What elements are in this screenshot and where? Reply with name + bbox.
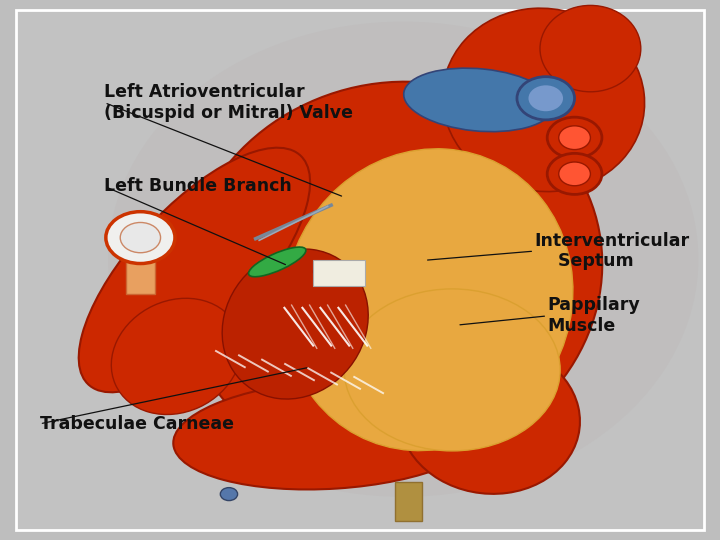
Text: Left Atrioventricular
(Bicuspid or Mitral) Valve: Left Atrioventricular (Bicuspid or Mitra… [104, 83, 354, 122]
Ellipse shape [400, 343, 580, 494]
Ellipse shape [174, 380, 489, 489]
Ellipse shape [108, 22, 698, 497]
Circle shape [220, 488, 238, 501]
Circle shape [528, 85, 563, 111]
Ellipse shape [344, 289, 560, 451]
FancyBboxPatch shape [313, 260, 365, 286]
Circle shape [547, 153, 602, 194]
Ellipse shape [112, 298, 241, 415]
Ellipse shape [284, 149, 573, 450]
Bar [126, 238, 155, 294]
Circle shape [106, 212, 175, 264]
Ellipse shape [443, 8, 644, 192]
Circle shape [559, 126, 590, 150]
Text: Left Bundle Branch: Left Bundle Branch [104, 177, 292, 195]
Ellipse shape [404, 68, 554, 132]
Circle shape [313, 266, 328, 277]
Ellipse shape [248, 247, 306, 276]
Text: Trabeculae Carneae: Trabeculae Carneae [40, 415, 233, 433]
Circle shape [547, 117, 602, 158]
Circle shape [517, 77, 575, 120]
Ellipse shape [222, 249, 368, 399]
FancyBboxPatch shape [16, 10, 704, 530]
Text: Pappilary
Muscle: Pappilary Muscle [547, 296, 640, 335]
Bar [395, 482, 422, 521]
Ellipse shape [78, 148, 310, 392]
Circle shape [120, 222, 161, 253]
Text: Interventricular
    Septum: Interventricular Septum [534, 232, 689, 271]
Circle shape [559, 162, 590, 186]
Ellipse shape [182, 82, 603, 469]
Ellipse shape [540, 5, 641, 92]
